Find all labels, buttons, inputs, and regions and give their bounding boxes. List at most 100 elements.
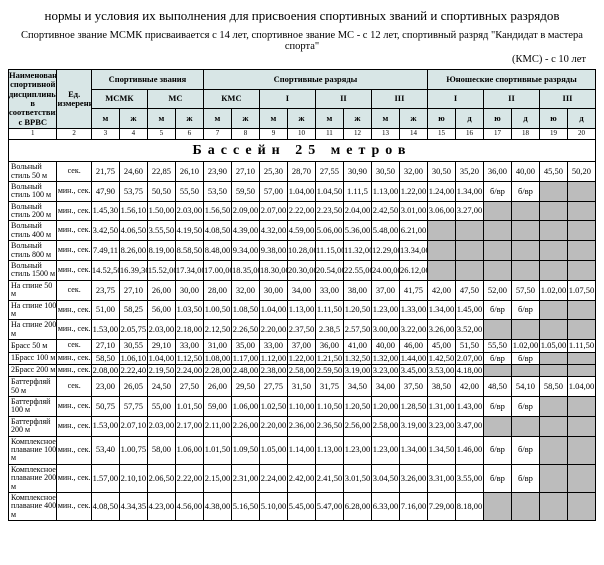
cell-value: 3.55,00 [455, 464, 483, 492]
cell-value: б/вр [511, 181, 539, 201]
cell-value: 3.45,00 [399, 364, 427, 376]
cell-value [567, 416, 595, 436]
cell-value: 42,00 [427, 280, 455, 300]
cell-value: б/вр [483, 352, 511, 364]
cell-value: 4.06,50 [119, 221, 147, 241]
cell-value: 23,00 [91, 377, 119, 397]
cell-value: 4.19,50 [175, 221, 203, 241]
cell-value: 26,10 [175, 162, 203, 182]
cell-value: 55,50 [483, 340, 511, 352]
cell-value: 23,75 [91, 280, 119, 300]
cell-value: 14.52,50 [91, 261, 119, 281]
cell-value [483, 261, 511, 281]
cell-value: 2.38,5 [315, 320, 343, 340]
cell-value: 1.17,00 [231, 352, 259, 364]
cell-value: 8.58,50 [175, 241, 203, 261]
cell-value: б/вр [511, 436, 539, 464]
cell-value: 22,85 [147, 162, 175, 182]
cell-value: 10.28,00 [287, 241, 315, 261]
cell-value [539, 492, 567, 520]
cell-value: 1.20,00 [371, 396, 399, 416]
cell-value: 3.01,00 [399, 201, 427, 221]
subnote: (КМС) - с 10 лет [8, 54, 596, 65]
cell-value: 30,50 [371, 162, 399, 182]
cell-value [483, 241, 511, 261]
cell-value: 35,20 [455, 162, 483, 182]
cell-value: 1.04,00 [567, 377, 595, 397]
cell-value: 24,50 [147, 377, 175, 397]
cell-value: 27,50 [175, 377, 203, 397]
cell-value: 1.56,50 [203, 201, 231, 221]
cell-value [567, 181, 595, 201]
cell-value: 48,50 [483, 377, 511, 397]
cell-value: б/вр [483, 396, 511, 416]
col-gender: ю [539, 109, 567, 129]
cell-value [567, 261, 595, 281]
cell-value: 30,50 [427, 162, 455, 182]
cell-value [483, 221, 511, 241]
col-gender: м [371, 109, 399, 129]
cell-value: 46,00 [399, 340, 427, 352]
cell-value: 2.23,50 [315, 201, 343, 221]
cell-value: 1.03,50 [175, 300, 203, 320]
cell-value: 34,00 [287, 280, 315, 300]
cell-value: 2.22,40 [119, 364, 147, 376]
cell-value: 5.47,00 [315, 492, 343, 520]
cell-value: 2.26,00 [231, 416, 259, 436]
row-unit: мин., сек. [57, 396, 91, 416]
cell-value: 37,50 [399, 377, 427, 397]
cell-value [539, 241, 567, 261]
col-number: 17 [483, 129, 511, 140]
cell-value: 2.15,00 [203, 464, 231, 492]
cell-value: 16.39,30 [119, 261, 147, 281]
cell-value: 1.23,00 [343, 436, 371, 464]
row-name: Вольный стиль 800 м [9, 241, 57, 261]
cell-value: 1.43,00 [455, 396, 483, 416]
cell-value: 2.12,50 [203, 320, 231, 340]
cell-value: 59,00 [203, 396, 231, 416]
cell-value: 2.11,00 [203, 416, 231, 436]
cell-value: 20.30,00 [287, 261, 315, 281]
cell-value: 2.06,50 [147, 464, 175, 492]
row-name: На спине 50 м [9, 280, 57, 300]
cell-value: 1.01,50 [175, 396, 203, 416]
table-body: Бассейн 25 метров Вольный стиль 50 мсек.… [9, 139, 596, 520]
cell-value: 1.44,00 [399, 352, 427, 364]
cell-value: 4.56,00 [175, 492, 203, 520]
cell-value [427, 221, 455, 241]
cell-value: 58,50 [91, 352, 119, 364]
cell-value: 2.22,00 [287, 201, 315, 221]
cell-value: б/вр [483, 181, 511, 201]
cell-value: 2.31,00 [231, 464, 259, 492]
cell-value: 34,50 [343, 377, 371, 397]
cell-value: 45,50 [539, 162, 567, 182]
col-gender: м [91, 109, 119, 129]
row-name: На спине 200 м [9, 320, 57, 340]
cell-value: 4.08,50 [91, 492, 119, 520]
col-gender: д [567, 109, 595, 129]
cell-value: 56,00 [147, 300, 175, 320]
cell-value: 47,90 [91, 181, 119, 201]
cell-value: 20.54,00 [315, 261, 343, 281]
col-gender: м [259, 109, 287, 129]
row-name: На спине 100 м [9, 300, 57, 320]
cell-value: 1.34,00 [399, 436, 427, 464]
cell-value: 1.10,00 [287, 396, 315, 416]
cell-value: 3.23,00 [371, 364, 399, 376]
table-header: Наименование спортивной дисциплины в соо… [9, 70, 596, 140]
col-gender: ж [231, 109, 259, 129]
cell-value: 18.35,00 [231, 261, 259, 281]
col-number: 12 [343, 129, 371, 140]
cell-value: 1.04,00 [147, 352, 175, 364]
col-number: 16 [455, 129, 483, 140]
cell-value: 1.45,30 [91, 201, 119, 221]
row-unit: мин., сек. [57, 221, 91, 241]
cell-value: 2.37,50 [287, 320, 315, 340]
cell-value: 3.06,00 [427, 201, 455, 221]
cell-value: б/вр [483, 464, 511, 492]
cell-value [567, 320, 595, 340]
cell-value [427, 261, 455, 281]
cell-value: 1.09,50 [231, 436, 259, 464]
cell-value: 2.07,10 [119, 416, 147, 436]
cell-value: 1.06,00 [175, 436, 203, 464]
